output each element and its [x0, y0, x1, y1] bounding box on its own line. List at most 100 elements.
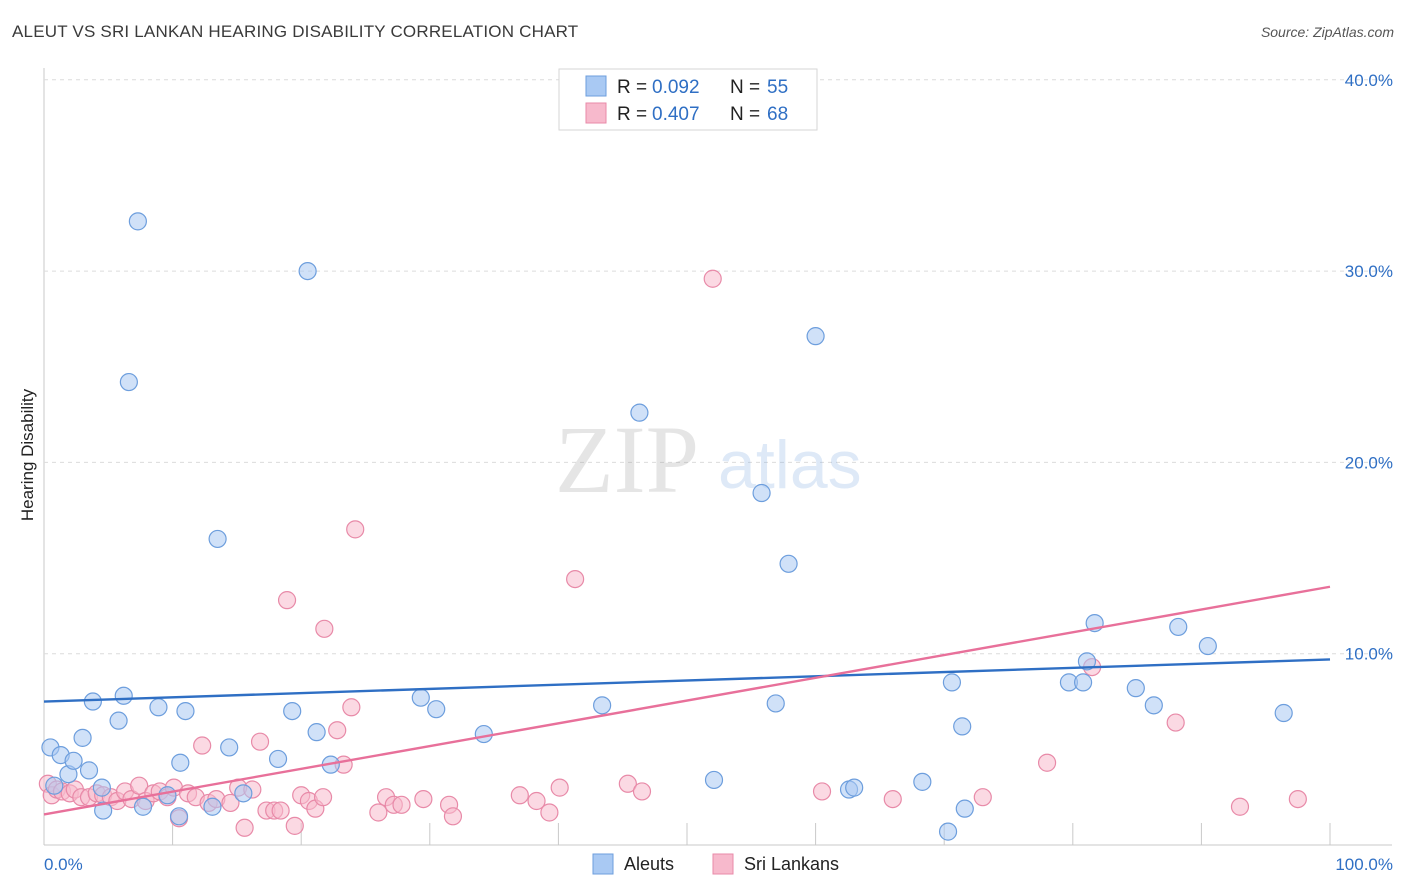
aleut-point	[203, 797, 222, 816]
aleut-point	[133, 797, 153, 816]
aleut-point	[45, 776, 64, 795]
y-tick-label: 10.0%	[1345, 645, 1393, 664]
srilankan-point	[193, 736, 212, 755]
aleut-point	[942, 673, 962, 692]
aleut-point	[913, 772, 932, 791]
srilankan-point	[632, 782, 652, 801]
bottom-legend-srilankans-label: Sri Lankans	[744, 854, 839, 874]
aleut-point	[766, 694, 785, 713]
y-tick-label: 30.0%	[1345, 262, 1393, 281]
aleut-point	[474, 724, 493, 744]
correlation-legend: R = 0.092 N = 55 R = 0.407 N = 68	[558, 68, 818, 131]
aleut-point	[427, 700, 446, 719]
aleut-point	[114, 686, 133, 705]
srilankan-point	[618, 774, 637, 793]
x-tick-label-min: 0.0%	[44, 855, 83, 874]
watermark-atlas: atlas	[718, 427, 862, 503]
srilankan-point	[221, 793, 240, 813]
srilankan-point	[414, 789, 433, 809]
aleut-point	[234, 784, 253, 803]
aleut-point	[158, 786, 177, 805]
aleut-point	[411, 688, 430, 707]
aleut-point	[307, 723, 326, 742]
aleut-point	[128, 212, 147, 231]
srilankan-point	[1288, 789, 1307, 809]
bottom-legend-srilankans-swatch	[712, 853, 734, 875]
y-tick-label: 20.0%	[1345, 453, 1393, 472]
srilankan-point	[342, 698, 361, 717]
bottom-legend-aleuts-label: Aleuts	[624, 854, 674, 874]
srilankan-point	[277, 591, 297, 610]
y-tick-label: 40.0%	[1345, 71, 1393, 90]
legend-aleuts-swatch	[585, 75, 607, 97]
axis-labels: 10.0% 20.0% 30.0% 40.0% 0.0% 100.0%	[44, 71, 1393, 874]
legend-srilankans-n-label: N =	[730, 104, 760, 125]
legend-aleuts-r-label: R =	[617, 77, 647, 98]
srilankan-point	[285, 816, 304, 835]
aleut-point	[169, 807, 189, 826]
srilankan-point	[540, 803, 559, 822]
srilankans-trend-line	[43, 585, 1331, 816]
srilankan-point	[235, 818, 254, 837]
srilankan-point	[1230, 797, 1250, 816]
aleut-point	[109, 711, 128, 730]
aleut-point	[176, 701, 195, 721]
srilankan-point	[346, 520, 365, 539]
legend-srilankans-n-value: 68	[767, 104, 788, 125]
aleut-point	[220, 738, 239, 757]
watermark-zip: ZIP	[555, 406, 699, 513]
aleut-point	[955, 799, 974, 818]
srilankan-point	[271, 801, 290, 820]
aleut-point	[64, 751, 83, 770]
srilankan-point	[315, 619, 334, 638]
aleut-point	[149, 698, 168, 717]
trend-lines	[43, 585, 1331, 816]
aleut-point	[593, 696, 612, 715]
srilankan-point	[527, 791, 546, 811]
srilankan-point	[703, 269, 722, 288]
aleut-point	[298, 262, 317, 281]
srilankan-point	[1037, 753, 1057, 772]
srilankan-point	[392, 795, 411, 814]
legend-aleuts-n-value: 55	[767, 77, 788, 98]
aleut-point	[1198, 636, 1217, 656]
aleut-point	[1169, 617, 1188, 637]
srilankan-point	[250, 732, 270, 751]
legend-aleuts-r-value: 0.092	[652, 77, 700, 98]
aleut-point	[953, 717, 972, 736]
aleut-point	[845, 778, 864, 797]
srilankan-point	[510, 786, 529, 805]
aleut-point	[79, 761, 99, 780]
y-axis-title: Hearing Disability	[18, 388, 37, 521]
aleut-point	[752, 483, 771, 503]
srilankan-point	[973, 788, 992, 807]
aleut-point	[1077, 652, 1097, 671]
srilankan-point	[130, 776, 149, 795]
aleut-point	[1144, 696, 1163, 715]
series-legend: Aleuts Sri Lankans	[592, 853, 839, 875]
aleut-point	[1073, 673, 1093, 692]
aleuts-points	[41, 212, 1293, 841]
srilankan-point	[883, 789, 902, 809]
aleut-point	[630, 403, 649, 422]
bottom-legend-aleuts-swatch	[592, 853, 614, 875]
x-tick-label-max: 100.0%	[1335, 855, 1393, 874]
srilankan-point	[328, 721, 347, 740]
aleut-point	[171, 753, 190, 772]
aleut-point	[119, 372, 138, 392]
legend-srilankans-swatch	[585, 102, 607, 124]
watermark: ZIP atlas	[555, 406, 862, 513]
srilankan-point	[812, 782, 832, 801]
chart-title: ALEUT VS SRI LANKAN HEARING DISABILITY C…	[12, 22, 579, 41]
aleut-point	[1274, 703, 1293, 723]
aleut-point	[268, 749, 288, 769]
srilankan-point	[443, 807, 463, 826]
srilankan-point	[369, 803, 388, 822]
aleut-point	[283, 701, 302, 721]
legend-srilankans-r-label: R =	[617, 104, 647, 125]
aleut-point	[92, 778, 111, 797]
aleut-point	[83, 692, 102, 711]
aleut-point	[704, 770, 724, 790]
legend-aleuts-n-label: N =	[730, 77, 760, 98]
